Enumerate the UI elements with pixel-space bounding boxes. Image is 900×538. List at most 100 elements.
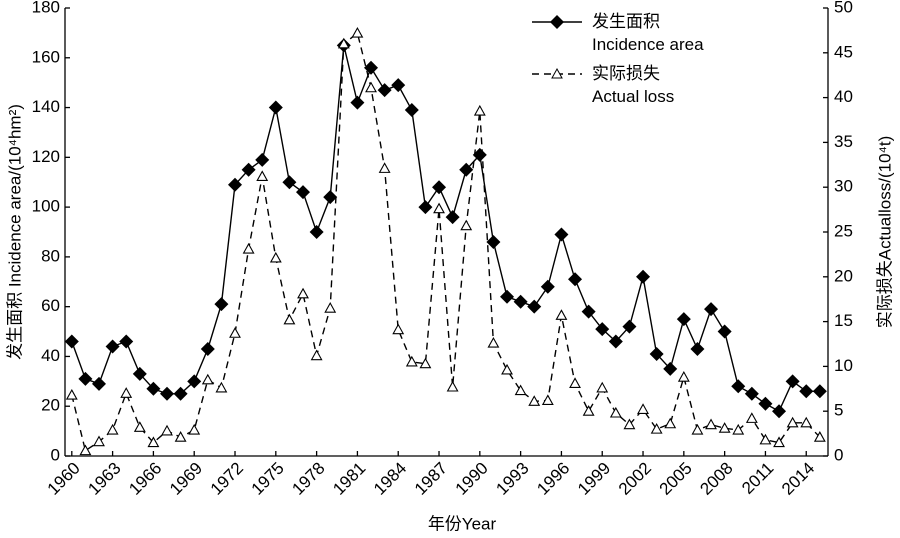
y2-tick-label: 5 — [834, 401, 843, 420]
triangle-marker — [378, 162, 391, 173]
diamond-marker — [500, 289, 515, 304]
triangle-marker — [174, 431, 187, 442]
diamond-marker — [309, 225, 324, 239]
triangle-marker — [297, 287, 309, 299]
triangle-marker — [405, 355, 418, 367]
x-axis-label: 年份Year — [428, 514, 497, 533]
triangle-marker — [786, 416, 799, 428]
diamond-marker — [513, 294, 528, 309]
y2-axis-label: 实际损失Actualloss/(10⁴t) — [875, 136, 894, 328]
triangle-marker — [269, 251, 282, 263]
y2-tick-label: 30 — [834, 177, 853, 196]
triangle-marker — [65, 388, 78, 400]
y2-tick-label: 25 — [834, 221, 853, 240]
triangle-marker — [773, 436, 785, 448]
triangle-marker — [256, 170, 269, 181]
diamond-marker — [676, 312, 691, 327]
y2-tick-label: 15 — [834, 311, 853, 330]
diamond-marker — [64, 334, 79, 349]
y2-tick-label: 35 — [834, 132, 853, 151]
triangle-marker — [650, 422, 663, 434]
diamond-marker — [391, 78, 406, 93]
diamond-marker — [350, 95, 365, 110]
triangle-marker — [664, 417, 677, 429]
triangle-marker — [419, 357, 432, 369]
x-tick-label: 1978 — [288, 459, 328, 499]
triangle-marker — [487, 336, 500, 348]
diamond-marker — [377, 83, 392, 98]
y-tick-label: 20 — [41, 396, 60, 415]
triangle-marker — [161, 424, 173, 436]
triangle-marker — [718, 422, 731, 433]
series-line — [71, 45, 820, 413]
diamond-marker — [717, 324, 732, 339]
x-tick-label: 1984 — [370, 459, 410, 499]
triangle-marker — [541, 394, 554, 405]
triangle-marker — [677, 371, 690, 382]
triangle-marker — [569, 377, 581, 388]
diamond-marker — [445, 210, 460, 225]
diamond-marker — [744, 386, 759, 401]
diamond-marker — [132, 366, 147, 381]
y-tick-label: 80 — [41, 246, 60, 265]
x-tick-label: 1960 — [44, 459, 84, 499]
triangle-marker — [446, 380, 459, 392]
triangle-marker — [813, 431, 826, 442]
y-tick-label: 120 — [32, 147, 60, 166]
diamond-marker — [255, 152, 270, 167]
diamond-marker — [432, 180, 447, 195]
diamond-marker — [540, 279, 555, 294]
diamond-marker — [78, 371, 93, 386]
diamond-marker — [105, 339, 120, 354]
x-tick-label: 1996 — [533, 459, 573, 499]
x-tick-label: 1963 — [84, 459, 124, 499]
triangle-marker — [242, 242, 255, 254]
y2-tick-label: 20 — [834, 266, 853, 285]
diamond-marker — [404, 103, 419, 118]
y-tick-label: 60 — [41, 296, 60, 315]
diamond-marker — [228, 177, 243, 192]
diamond-marker — [241, 162, 256, 177]
diamond-marker — [704, 302, 719, 317]
x-tick-label: 2005 — [656, 459, 696, 499]
triangle-marker — [120, 387, 133, 398]
diamond-marker — [200, 341, 215, 356]
x-tick-label: 2011 — [738, 459, 777, 498]
diamond-marker — [296, 185, 311, 200]
legend-label: 发生面积 Incidence area — [592, 12, 704, 54]
diamond-marker — [92, 376, 107, 391]
diamond-marker — [663, 361, 678, 376]
triangle-marker — [609, 406, 622, 418]
triangle-marker — [501, 363, 513, 375]
y-tick-label: 140 — [32, 97, 60, 116]
diamond-marker — [119, 334, 134, 349]
diamond-marker — [527, 299, 542, 314]
diamond-marker — [323, 190, 338, 205]
diamond-marker — [459, 162, 474, 177]
triangle-marker — [215, 381, 228, 393]
triangle-marker — [705, 418, 717, 430]
y-tick-label: 160 — [32, 47, 60, 66]
diamond-marker — [173, 386, 188, 401]
triangle-marker — [623, 418, 636, 430]
diamond-marker — [418, 200, 433, 215]
triangle-marker — [324, 302, 337, 313]
x-tick-label: 1999 — [574, 459, 614, 499]
y-tick-label: 100 — [32, 197, 60, 216]
y2-tick-label: 45 — [834, 42, 853, 61]
diamond-marker — [160, 386, 175, 401]
triangle-marker — [759, 433, 772, 445]
triangle-marker — [337, 37, 350, 49]
diamond-marker — [568, 272, 583, 287]
x-tick-label: 1966 — [125, 459, 165, 499]
diamond-marker — [595, 322, 610, 337]
y-axis-label: 发生面积 Incidence area/(10⁴hm²) — [5, 104, 24, 360]
diamond-marker — [214, 297, 229, 312]
diamond-marker — [799, 384, 814, 399]
triangle-marker — [596, 381, 609, 393]
triangle-marker — [229, 327, 241, 338]
diamond-marker — [364, 60, 379, 75]
x-tick-label: 1975 — [248, 459, 288, 499]
triangle-marker — [93, 435, 105, 447]
x-tick-label: 2002 — [615, 459, 655, 499]
